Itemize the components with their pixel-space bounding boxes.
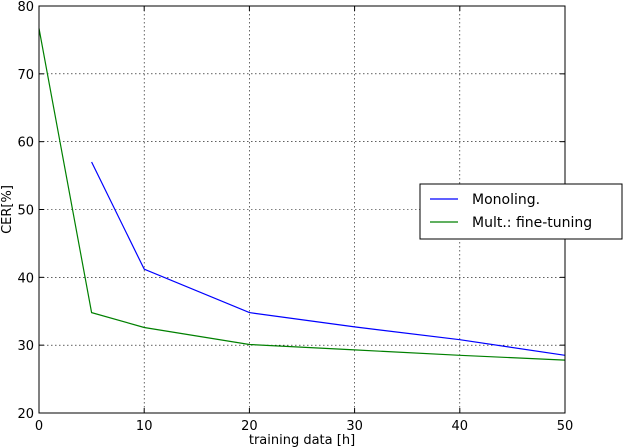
tick-labels: 0 10 20 30 40 50 20 30 40 50 60 70 80 (17, 0, 573, 434)
y-tick-label: 50 (17, 204, 34, 219)
legend-label-mult-fine-tuning: Mult.: fine-tuning (472, 215, 592, 231)
x-tick-label: 0 (35, 419, 43, 434)
series-line-0 (91, 161, 566, 356)
y-axis-label: CER[%] (0, 185, 15, 234)
y-tick-label: 60 (17, 136, 34, 151)
legend: Monoling. Mult.: fine-tuning (419, 183, 623, 240)
y-tick-label: 20 (17, 407, 34, 422)
x-tick-label: 10 (136, 419, 153, 434)
x-tick-label: 50 (557, 419, 574, 434)
x-tick-label: 30 (346, 419, 363, 434)
x-tick-label: 40 (452, 419, 469, 434)
legend-label-monoling: Monoling. (472, 192, 540, 208)
x-tick-label: 20 (241, 419, 258, 434)
y-tick-label: 80 (17, 0, 34, 15)
y-tick-label: 30 (17, 339, 34, 354)
legend-box (419, 183, 623, 240)
y-tick-label: 40 (17, 271, 34, 286)
series-layer (38, 28, 566, 361)
y-tick-label: 70 (17, 68, 34, 83)
series-line-1 (38, 28, 566, 361)
x-axis-label: training data [h] (249, 433, 355, 448)
